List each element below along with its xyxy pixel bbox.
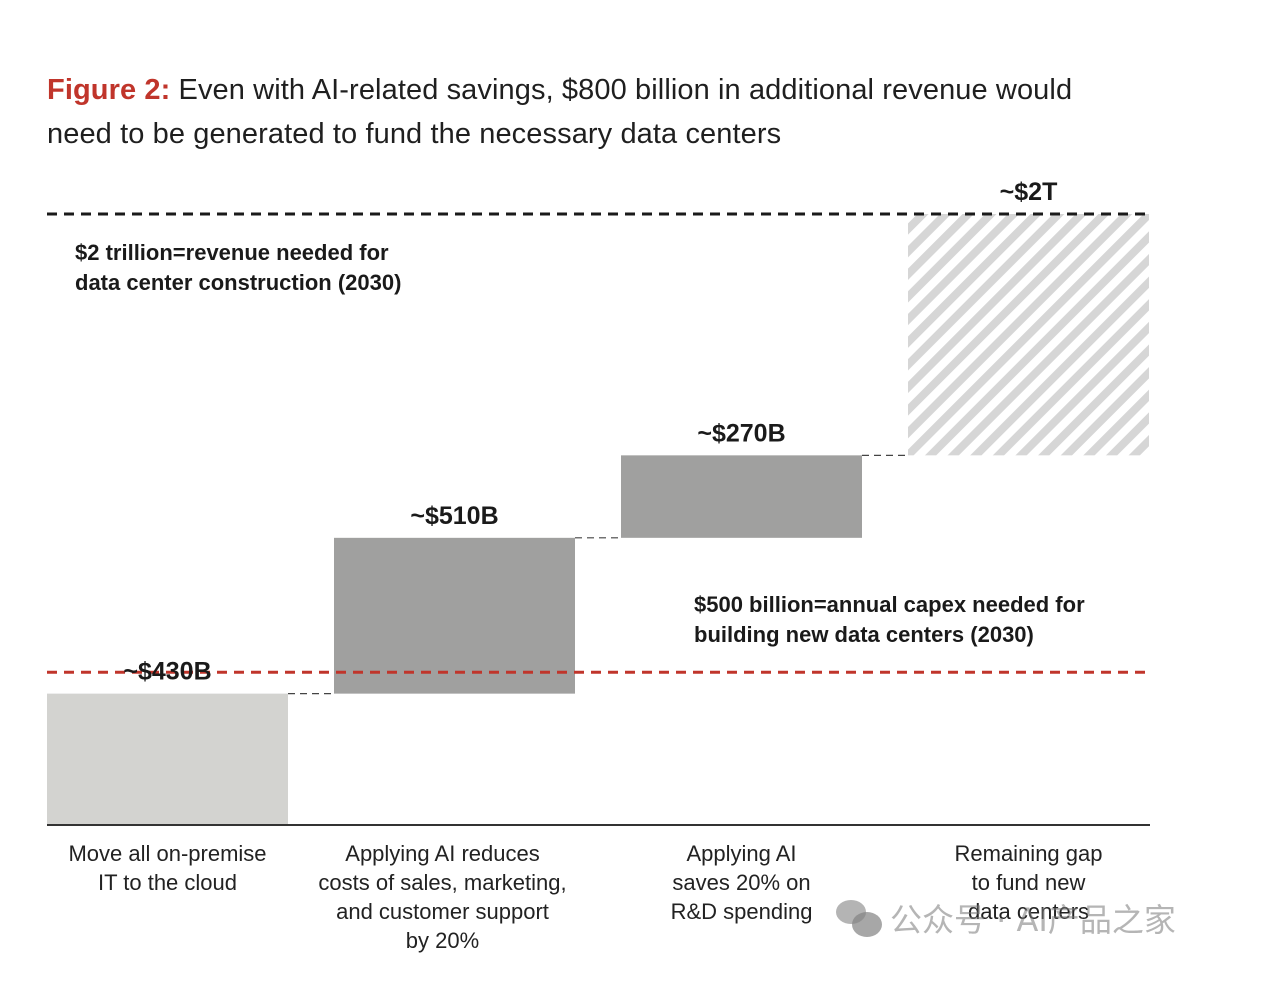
category-label: data centers — [968, 899, 1089, 924]
category-label: Move all on-premise — [68, 841, 266, 866]
value-label: ~$270B — [697, 419, 785, 447]
capex-annotation: $500 billion=annual capex needed for — [694, 592, 1085, 617]
value-label: ~$510B — [410, 502, 498, 530]
value-label: ~$2T — [1000, 178, 1058, 206]
title-line1: Even with AI-related savings, $800 billi… — [170, 74, 1073, 106]
capex-annotation: building new data centers (2030) — [694, 622, 1034, 647]
category-label: R&D spending — [671, 899, 813, 924]
category-label: by 20% — [406, 928, 479, 953]
category-label: IT to the cloud — [98, 870, 237, 895]
bar-3 — [621, 455, 862, 538]
figure-number: Figure 2: — [47, 74, 171, 106]
value-label: ~$430B — [123, 658, 211, 686]
watermark-text: 公众号 · AI产品之家 — [890, 901, 1176, 939]
category-label: Remaining gap — [955, 841, 1103, 866]
category-label: to fund new — [972, 870, 1086, 895]
wechat-icon — [836, 898, 882, 938]
category-label: Applying AI reduces — [345, 841, 539, 866]
bar-4 — [908, 214, 1149, 456]
bar-2 — [334, 537, 575, 694]
title-line2: need to be generated to fund the necessa… — [47, 118, 782, 150]
category-label: saves 20% on — [672, 870, 810, 895]
category-label: costs of sales, marketing, — [318, 870, 566, 895]
revenue-target-annotation: $2 trillion=revenue needed for — [75, 240, 389, 265]
watermark: 公众号 · AI产品之家 — [836, 895, 1176, 941]
bar-1 — [47, 693, 288, 825]
chart-title: Figure 2: Even with AI-related savings, … — [47, 68, 1167, 156]
revenue-target-annotation: data center construction (2030) — [75, 270, 401, 295]
category-label: and customer support — [336, 899, 549, 924]
category-label: Applying AI — [686, 841, 796, 866]
